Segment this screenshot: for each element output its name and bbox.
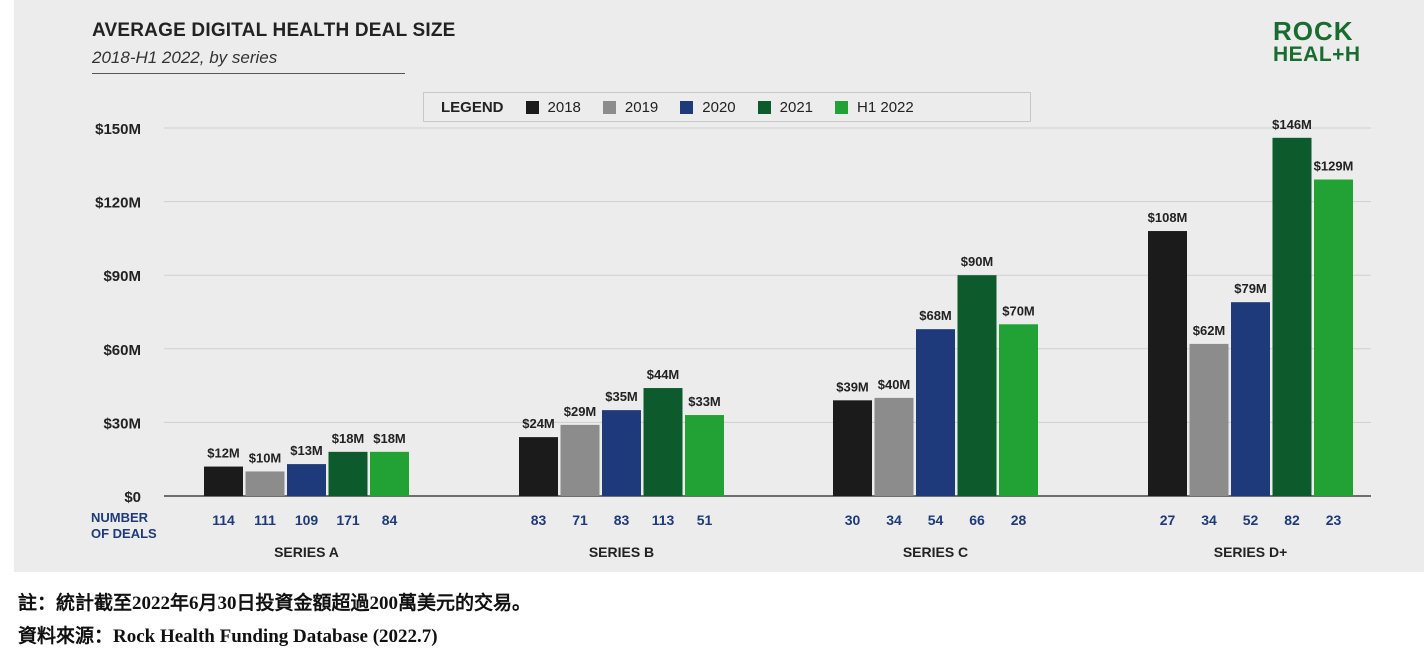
bar [1148,231,1187,497]
bar-value-label: $44M [647,367,680,382]
y-tick-label: $90M [103,268,141,285]
bar [874,397,914,496]
bar-value-label: $68M [919,308,952,323]
x-category-label: SERIES C [903,544,968,560]
y-tick-label: $60M [103,342,141,359]
legend: LEGEND 2018 2019 2020 2021 H1 2022 [423,92,1031,122]
deal-count-label: 83 [531,512,547,528]
footnote-note: 註：統計截至2022年6月30日投資金額超過200萬美元的交易。 [18,593,532,614]
legend-swatch [525,100,539,114]
bar-value-label: $10M [249,450,282,465]
bar [999,324,1038,496]
deal-count-label: 84 [382,512,398,528]
deal-count-label: 34 [1201,512,1217,528]
legend-label: 2019 [624,98,659,116]
deal-count-label: 82 [1284,512,1300,528]
bar [957,275,997,496]
bar [370,451,409,496]
bar [560,424,600,496]
bar-value-label: $18M [332,431,365,446]
chart-panel: $0 $30M $60M $90M $120M $150M NUMBER OF DEALS $1… [14,0,1424,572]
bar [519,437,558,496]
bar-value-label: $33M [688,394,721,409]
x-category-label: SERIES B [589,544,654,560]
bar [685,415,724,496]
bar-value-label: $24M [522,416,555,431]
legend-swatch [835,100,849,114]
legend-title: LEGEND [441,98,504,116]
bar-value-label: $40M [878,377,911,392]
y-tick-label: $30M [103,415,141,432]
bar-value-label: $39M [836,379,869,394]
y-tick-label: $0 [124,489,141,506]
legend-swatch [680,100,694,114]
legend-label: H1 2022 [857,98,914,116]
bar [1272,137,1312,496]
bar-value-label: $108M [1148,210,1188,225]
x-category-label: SERIES A [274,544,339,560]
bar [602,410,641,496]
deal-count-label: 34 [886,512,902,528]
deal-count-label: 23 [1326,512,1342,528]
deal-count-label: 71 [572,512,588,528]
bar-value-label: $79M [1234,281,1267,296]
deal-count-label: 113 [652,512,675,528]
deal-count-label: 171 [336,512,360,528]
x-category-label: SERIES D+ [1214,544,1288,560]
bar-value-label: $29M [564,404,597,419]
bar-value-label: $90M [961,254,994,269]
bar [287,464,326,496]
bar-value-label: $129M [1314,159,1354,174]
bar [643,388,683,496]
bar [1231,302,1270,496]
deal-count-label: 111 [254,512,276,528]
bar-value-label: $35M [605,389,638,404]
legend-label: 2021 [779,98,814,116]
deals-axis-label-line1: NUMBER [91,510,149,525]
bar [1189,343,1229,496]
deal-count-label: 51 [697,512,713,528]
deal-count-label: 54 [928,512,944,528]
legend-label: 2020 [702,98,736,116]
bar-value-label: $146M [1272,117,1312,132]
deal-count-label: 109 [295,512,319,528]
legend-item-2020: 2020 [680,98,736,116]
legend-label: 2018 [547,98,581,116]
legend-item-2021: 2021 [757,98,814,116]
legend-item-h1-2022: H1 2022 [835,99,914,116]
bar [833,400,872,496]
deal-count-label: 66 [969,512,985,528]
subtitle-underline [92,73,405,74]
bar-value-label: $13M [290,443,323,458]
footnote-source: 資料來源：Rock Health Funding Database (2022.… [18,626,438,647]
chart-subtitle: 2018-H1 2022, by series [92,48,278,67]
deal-count-label: 30 [845,512,861,528]
deal-count-label: 114 [212,512,235,528]
bar [916,329,955,496]
deals-axis-label-line2: OF DEALS [91,526,157,541]
bar-value-label: $12M [207,446,240,461]
deal-count-label: 28 [1011,512,1027,528]
rock-health-logo: ROCK HEAL+H [1273,18,1361,65]
bar-value-label: $62M [1193,323,1226,338]
bar [328,451,368,496]
legend-item-2019: 2019 [602,98,659,116]
chart-title: AVERAGE DIGITAL HEALTH DEAL SIZE [92,20,456,41]
bar [1314,179,1353,496]
bar-value-label: $70M [1002,303,1035,318]
logo-line-2: HEAL+H [1273,43,1361,66]
legend-item-2018: 2018 [525,98,581,116]
bar-value-label: $18M [373,431,406,446]
logo-line-1: ROCK [1273,16,1354,46]
deal-count-label: 27 [1160,512,1176,528]
y-tick-label: $120M [95,195,141,212]
deal-count-label: 83 [614,512,630,528]
deal-count-label: 52 [1243,512,1259,528]
legend-swatch [757,100,771,114]
legend-swatch [602,100,616,114]
bar [245,471,285,496]
y-tick-label: $150M [95,121,141,138]
bar [204,466,243,496]
